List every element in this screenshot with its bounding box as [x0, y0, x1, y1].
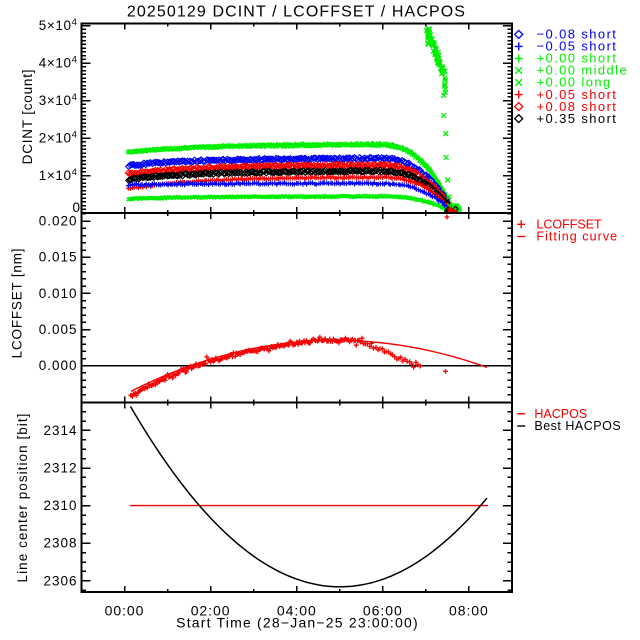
svg-text:2306: 2306 — [43, 573, 77, 588]
svg-text:04:00: 04:00 — [277, 602, 317, 618]
svg-text:+0.00 long: +0.00 long — [537, 75, 612, 90]
svg-text:Fitting curve: Fitting curve — [536, 230, 618, 244]
svg-text:5×104: 5×104 — [39, 17, 78, 33]
svg-text:20250129 DCINT / LCOFFSET / HA: 20250129 DCINT / LCOFFSET / HACPOS — [127, 4, 466, 21]
svg-text:+0.35 short: +0.35 short — [537, 111, 618, 126]
svg-text:−0.08 short: −0.08 short — [537, 27, 618, 42]
svg-text:2308: 2308 — [43, 536, 77, 551]
svg-text:Best HACPOS: Best HACPOS — [534, 419, 621, 433]
svg-text:0.015: 0.015 — [39, 250, 78, 265]
svg-text:DCINT [count]: DCINT [count] — [20, 69, 35, 165]
svg-text:0.020: 0.020 — [39, 214, 78, 229]
svg-text:2312: 2312 — [43, 461, 77, 476]
svg-text:0.010: 0.010 — [39, 286, 78, 301]
svg-text:2×104: 2×104 — [39, 130, 78, 146]
svg-text:+0.00 middle: +0.00 middle — [537, 63, 629, 78]
svg-text:3×104: 3×104 — [39, 92, 78, 108]
svg-text:2314: 2314 — [43, 423, 77, 438]
svg-text:00:00: 00:00 — [105, 602, 145, 618]
svg-text:1×104: 1×104 — [39, 167, 78, 183]
svg-text:Line center position [bit]: Line center position [bit] — [15, 413, 30, 583]
svg-text:Start Time (28−Jan−25 23:00:00: Start Time (28−Jan−25 23:00:00) — [176, 615, 419, 631]
svg-text:0: 0 — [72, 200, 80, 215]
svg-text:HACPOS: HACPOS — [534, 407, 587, 421]
svg-text:+0.08 short: +0.08 short — [537, 99, 618, 114]
svg-text:LCOFFSET: LCOFFSET — [536, 218, 602, 232]
svg-text:LCOFFSET [nm]: LCOFFSET [nm] — [10, 248, 25, 359]
svg-text:0.000: 0.000 — [39, 358, 78, 373]
svg-text:0.005: 0.005 — [39, 322, 78, 337]
svg-text:02:00: 02:00 — [191, 602, 231, 618]
svg-text:08:00: 08:00 — [449, 602, 489, 618]
svg-text:+0.00 short: +0.00 short — [537, 51, 618, 66]
svg-text:06:00: 06:00 — [363, 602, 403, 618]
svg-text:−0.05 short: −0.05 short — [537, 39, 618, 54]
svg-text:4×104: 4×104 — [39, 55, 78, 71]
svg-text:2310: 2310 — [43, 498, 77, 513]
svg-text:+0.05 short: +0.05 short — [537, 87, 618, 102]
